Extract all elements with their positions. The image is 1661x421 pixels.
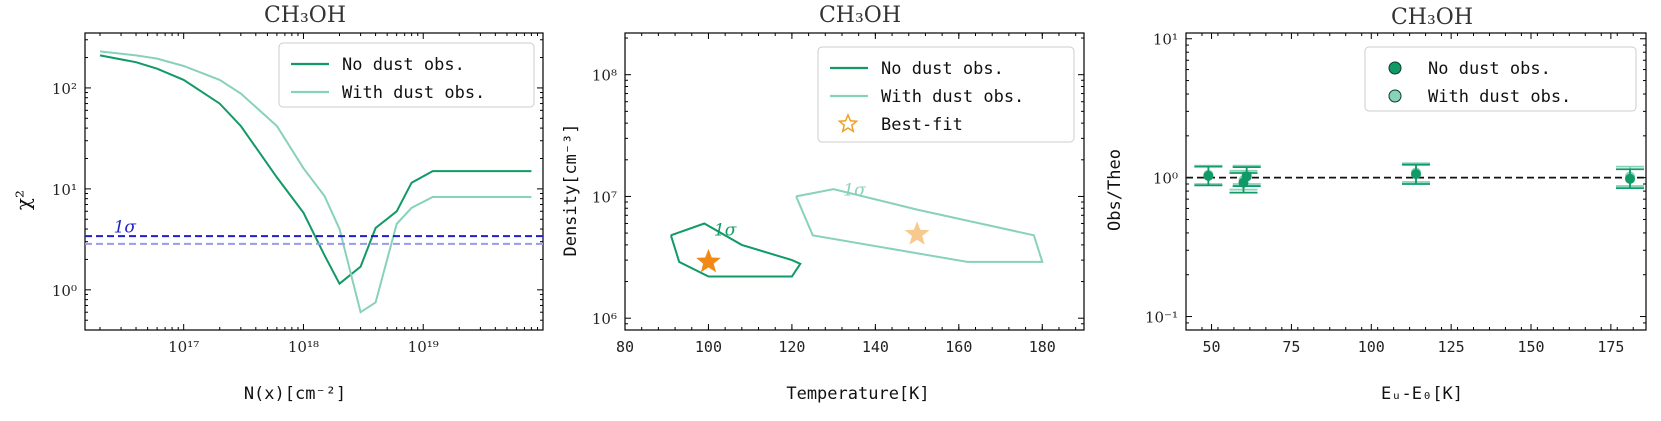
- x-tick-label: 140: [862, 338, 889, 356]
- x-tick-label: 100: [1358, 338, 1385, 356]
- contour-label: 1σ: [843, 180, 866, 200]
- panel-obs-theo: CH₃OH Eᵤ-E₀[K] Obs/Theo 50 75 100 125 150 175…: [1105, 5, 1647, 404]
- panel-title: CH₃OH: [264, 3, 346, 28]
- y-tick-label: 10²: [52, 80, 77, 98]
- x-tick-label: 50: [1203, 338, 1221, 356]
- legend-entry: With dust obs.: [1428, 87, 1571, 107]
- x-tick-label: 10¹⁹: [408, 338, 439, 356]
- data-point: [1203, 170, 1214, 181]
- x-tick-label: 10¹⁷: [168, 338, 199, 356]
- y-tick-label: 10⁻¹: [1145, 309, 1178, 327]
- legend-box: [278, 42, 535, 108]
- y-tick-label: 10⁶: [592, 310, 617, 328]
- legend-marker: [1388, 89, 1402, 103]
- x-tick-label: 160: [945, 338, 972, 356]
- legend-box: [1364, 46, 1637, 112]
- y-tick-label: 10⁰: [1153, 170, 1178, 188]
- data-point: [1411, 169, 1421, 180]
- y-tick-label: 10⁷: [592, 188, 617, 206]
- data-point: [1241, 171, 1252, 182]
- best-fit-star: [696, 248, 721, 273]
- legend-entry: With dust obs.: [881, 87, 1024, 107]
- x-tick-label: 100: [695, 338, 722, 356]
- panel-title: CH₃OH: [819, 3, 901, 28]
- x-tick-label: 120: [778, 338, 805, 356]
- contour-label: 1σ: [714, 220, 737, 240]
- best-fit-star: [904, 221, 930, 245]
- x-tick-label: 180: [1029, 338, 1056, 356]
- series-line-with-dust: [99, 50, 532, 314]
- legend-box: [817, 46, 1075, 143]
- y-tick-label: 10⁸: [592, 67, 617, 85]
- x-tick-label: 125: [1438, 338, 1465, 356]
- contour-with-dust: [795, 188, 1044, 263]
- panel-density-temperature: CH₃OH Temperature[K] Density[cm⁻³] 80 100…: [561, 3, 1085, 404]
- x-tick-label: 10¹⁸: [288, 338, 319, 356]
- legend-entry: With dust obs.: [342, 83, 485, 103]
- x-tick-label: 175: [1597, 338, 1624, 356]
- panel-chi-square: CH₃OH N(x)[cm⁻²] χ² 10¹⁷ 10¹⁸ 10¹⁹ 10⁰ 10¹ 10…: [11, 3, 544, 404]
- legend-entry: No dust obs.: [881, 59, 1004, 79]
- x-axis-label: N(x)[cm⁻²]: [244, 384, 346, 404]
- y-axis-label: Density[cm⁻³]: [561, 123, 581, 256]
- y-axis-label: Obs/Theo: [1105, 149, 1125, 231]
- legend-entry: Best-fit: [881, 115, 963, 135]
- series-line-no-dust: [99, 54, 532, 286]
- legend-entry: No dust obs.: [342, 55, 465, 75]
- y-axis-label: χ²: [11, 190, 35, 210]
- x-axis-label: Temperature[K]: [786, 384, 929, 404]
- x-axis-label: Eᵤ-E₀[K]: [1381, 384, 1463, 404]
- y-tick-label: 10¹: [1153, 31, 1178, 49]
- x-tick-label: 75: [1282, 338, 1300, 356]
- x-tick-label: 150: [1517, 338, 1544, 356]
- axes-frame: [1185, 32, 1647, 331]
- panel-title: CH₃OH: [1391, 5, 1473, 30]
- y-tick-label: 10¹: [52, 181, 77, 199]
- contour-no-dust: [669, 222, 802, 278]
- data-point: [1625, 173, 1636, 184]
- y-tick-label: 10⁰: [52, 282, 77, 300]
- legend-entry: No dust obs.: [1428, 59, 1551, 79]
- sigma-annotation: 1σ: [114, 217, 137, 237]
- legend-marker: [1388, 61, 1402, 75]
- axes-frame: [84, 32, 544, 331]
- x-tick-label: 80: [616, 338, 634, 356]
- axes-frame: [624, 32, 1085, 331]
- legend-star-marker: [837, 113, 859, 133]
